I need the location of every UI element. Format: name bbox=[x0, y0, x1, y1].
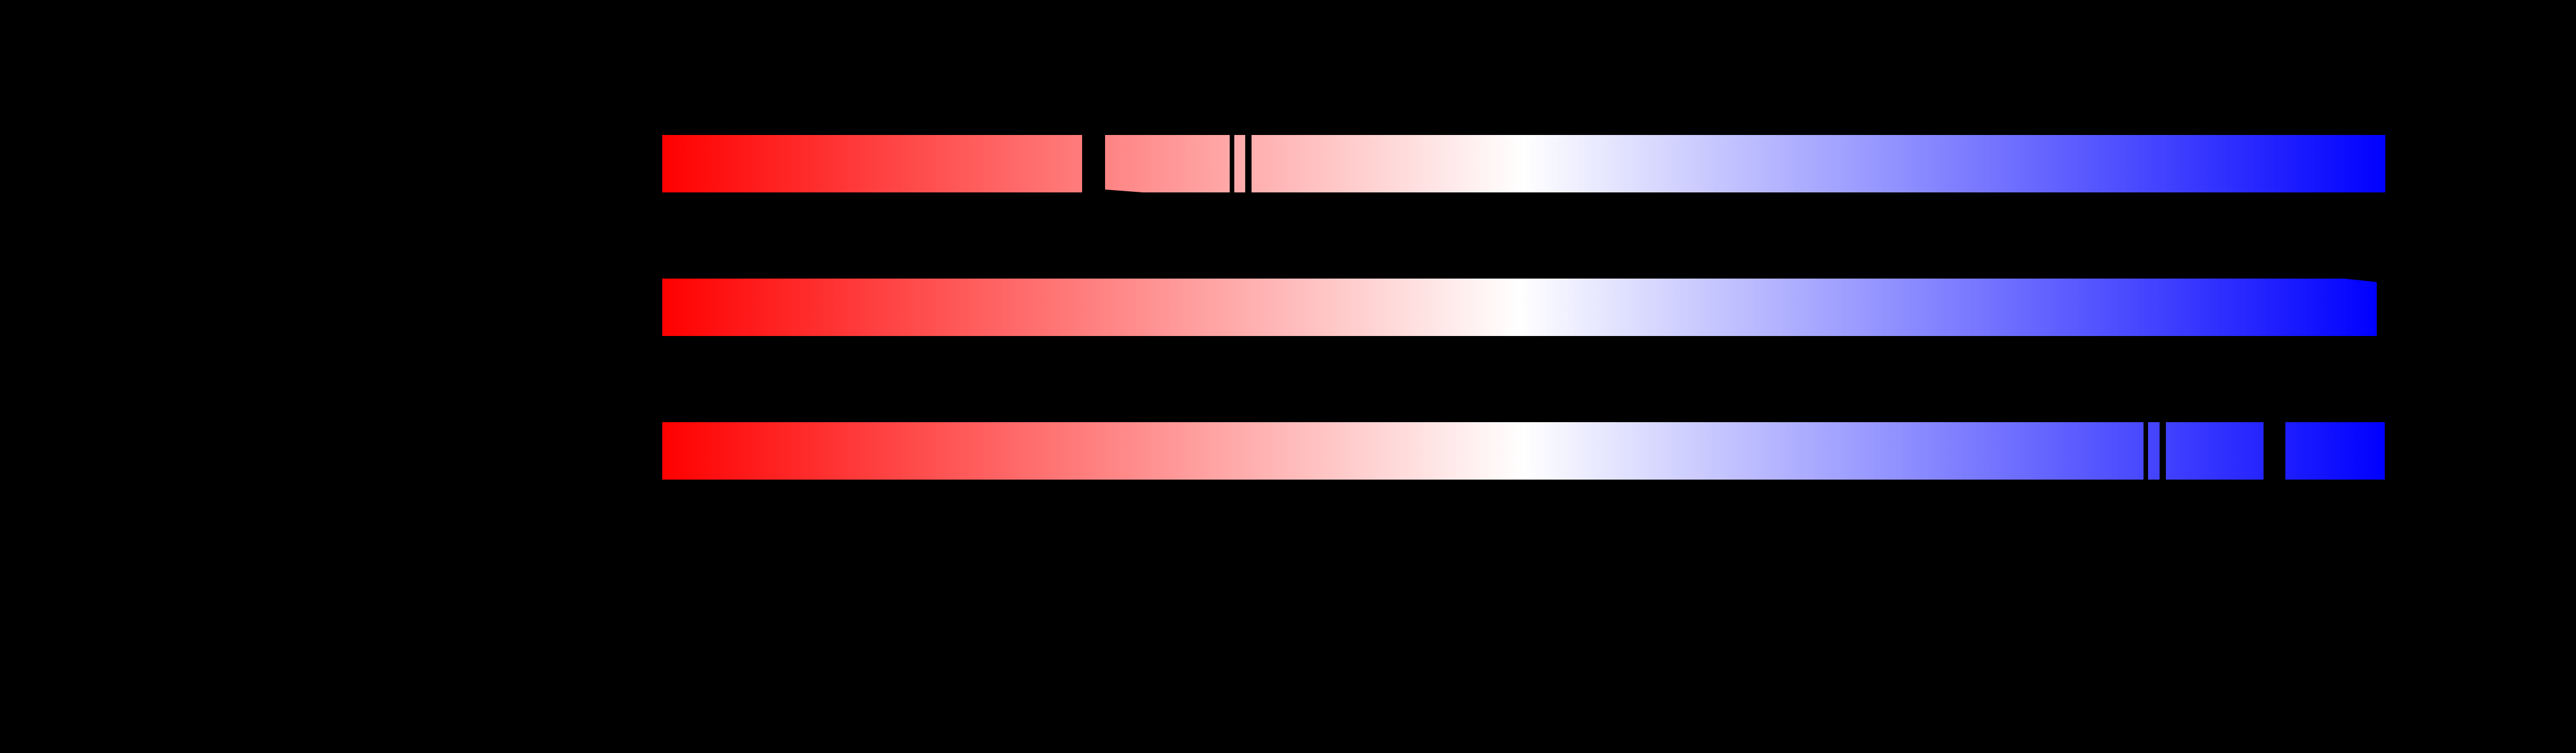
gradient-strip-3 bbox=[662, 422, 2385, 480]
gradient-strip-1 bbox=[662, 135, 2385, 192]
chamfer-top-right bbox=[2344, 279, 2377, 282]
tick-mark bbox=[2160, 422, 2166, 480]
notch-bottom bbox=[1105, 190, 1143, 192]
tick-mark bbox=[2144, 422, 2148, 480]
gradient-strip-2 bbox=[662, 279, 2377, 336]
gap-mark bbox=[2263, 422, 2285, 480]
tick-mark bbox=[1245, 135, 1252, 192]
gap-mark bbox=[1082, 135, 1105, 192]
tick-mark bbox=[1229, 135, 1234, 192]
